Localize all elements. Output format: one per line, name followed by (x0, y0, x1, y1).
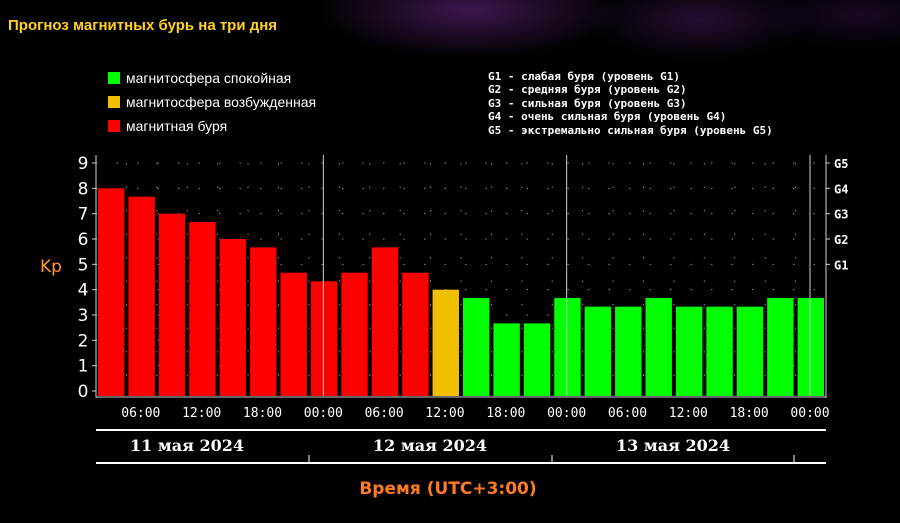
kp-bar (310, 281, 338, 396)
x-tick-label: 00:00 (304, 406, 343, 421)
chart-bars (98, 188, 824, 396)
storm-level-g2: G2 - средняя буря (уровень G2) (488, 83, 687, 97)
x-tick-label: 18:00 (243, 406, 282, 421)
y-tick-label: 7 (78, 205, 89, 225)
x-tick-label: 12:00 (669, 406, 708, 421)
kp-bar (554, 298, 581, 396)
kp-bar (675, 306, 703, 396)
kp-bar (706, 306, 733, 396)
legend-label-excited: магнитосфера возбужденная (126, 94, 317, 110)
x-tick-label: 06:00 (608, 406, 647, 421)
storm-level-g5: G5 - экстремально сильная буря (уровень … (488, 123, 773, 137)
day-label: 11 мая 2024 (130, 436, 244, 455)
legend-item-excited: магнитосфера возбужденная (108, 94, 316, 110)
storm-level-g3: G3 - сильная буря (уровень G3) (488, 96, 687, 110)
legend-swatch-storm (108, 120, 120, 132)
legend-swatch-quiet (108, 72, 120, 84)
kp-bar (736, 306, 764, 396)
y-tick-label: 6 (78, 230, 89, 250)
day-label: 12 мая 2024 (373, 436, 487, 455)
kp-bar (98, 188, 125, 396)
kp-bar (189, 222, 216, 396)
y-tick-label: 4 (78, 281, 89, 301)
day-label: 13 мая 2024 (616, 436, 730, 455)
x-tick-label: 06:00 (121, 406, 160, 421)
x-tick-label: 00:00 (547, 406, 586, 421)
kp-bar (523, 323, 551, 396)
kp-bar (371, 247, 399, 396)
legend-item-storm: магнитная буря (108, 118, 227, 134)
storm-level-g4: G4 - очень сильная буря (уровень G4) (488, 110, 727, 124)
kp-bar (797, 298, 824, 396)
legend-item-quiet: магнитосфера спокойная (108, 70, 291, 86)
kp-bar (767, 298, 794, 396)
y-tick-label: 5 (78, 255, 89, 275)
kp-bar (402, 272, 429, 396)
kp-bar (341, 272, 368, 396)
y-tick-label: 8 (78, 179, 89, 199)
x-axis-label: Время (UTC+3:00) (359, 479, 536, 499)
kp-bar (463, 298, 490, 396)
legend-label-storm: магнитная буря (126, 118, 228, 134)
kp-bar (584, 306, 612, 396)
kp-bar (432, 289, 459, 396)
g-tick-label: G5 (834, 157, 848, 171)
y-tick-label: 1 (78, 357, 89, 377)
g-tick-label: G1 (834, 258, 848, 272)
kp-bar (280, 272, 307, 396)
g-tick-label: G2 (834, 233, 848, 247)
x-tick-label: 00:00 (790, 406, 829, 421)
kp-bar (615, 306, 642, 396)
y-axis-label: Kp (40, 257, 62, 277)
legend-label-quiet: магнитосфера спокойная (126, 70, 292, 86)
x-tick-label: 12:00 (425, 406, 464, 421)
kp-bar (158, 213, 186, 396)
chart-axes: 0 1 2 3 4 5 6 7 8 9 G1 G2 G3 G4 G5 06:00 12:00 18:00 00:00… (78, 154, 848, 464)
kp-bar (250, 247, 277, 396)
kp-bar (493, 323, 520, 396)
y-tick-label: 9 (78, 154, 89, 174)
storm-levels-legend: G1 - слабая буря (уровень G1) G2 - средн… (488, 70, 773, 137)
kp-bar (645, 298, 672, 396)
kp-bar (219, 239, 247, 396)
kp-bar (128, 196, 155, 396)
x-tick-label: 06:00 (365, 406, 404, 421)
storm-level-g1: G1 - слабая буря (уровень G1) (488, 70, 681, 83)
legend-swatch-excited (108, 96, 120, 108)
x-tick-label: 12:00 (182, 406, 221, 421)
page-title: Прогноз магнитных бурь на три дня (8, 17, 278, 34)
g-tick-label: G4 (834, 182, 848, 196)
x-tick-label: 18:00 (486, 406, 525, 421)
y-tick-label: 3 (78, 306, 89, 326)
y-tick-label: 0 (78, 382, 89, 402)
x-tick-label: 18:00 (730, 406, 769, 421)
y-tick-label: 2 (78, 331, 89, 351)
g-tick-label: G3 (834, 208, 848, 222)
